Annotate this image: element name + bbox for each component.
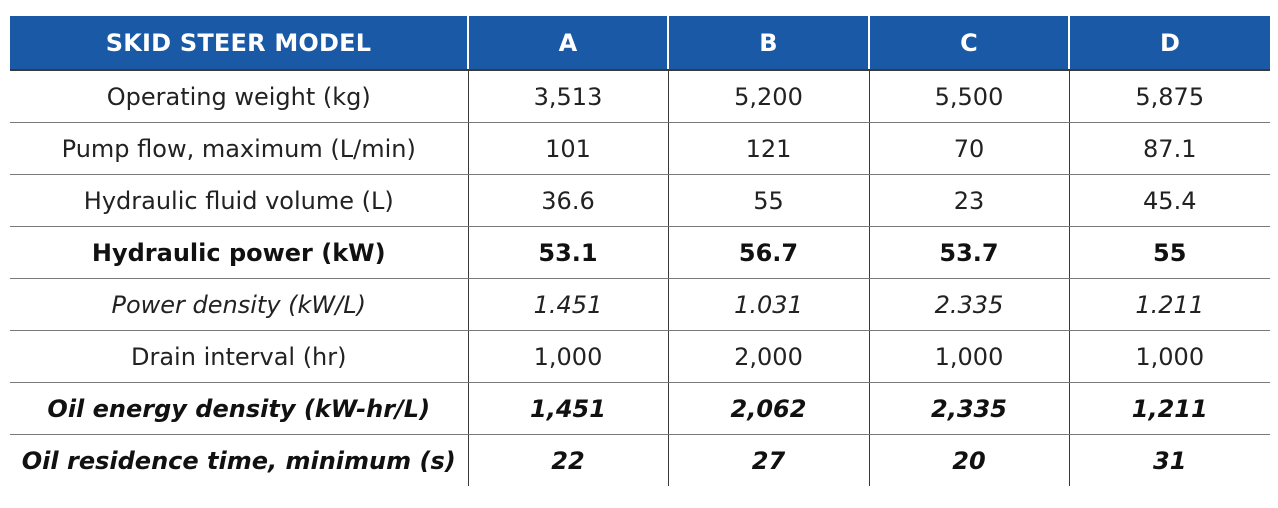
table-cell: 56.7 [667, 226, 869, 279]
header-b: B [667, 16, 869, 71]
row-label: Pump flow, maximum (L/min) [10, 122, 468, 175]
table-row: Drain interval (hr) 1,000 2,000 1,000 1,… [10, 330, 1270, 383]
table-cell: 2,335 [868, 382, 1069, 435]
table-cell: 20 [868, 434, 1069, 486]
table-cell: 23 [868, 174, 1069, 227]
table-cell: 1.211 [1068, 278, 1270, 331]
table-cell: 3,513 [467, 70, 668, 123]
table-row: Pump flow, maximum (L/min) 101 121 70 87… [10, 122, 1270, 175]
table-cell: 53.1 [467, 226, 668, 279]
table-cell: 2,000 [667, 330, 869, 383]
row-label: Drain interval (hr) [10, 330, 468, 383]
table-cell: 36.6 [467, 174, 668, 227]
table-cell: 1,000 [467, 330, 668, 383]
table-cell: 53.7 [868, 226, 1069, 279]
table-row: Hydraulic fluid volume (L) 36.6 55 23 45… [10, 174, 1270, 227]
table-cell: 5,500 [868, 70, 1069, 123]
table-cell: 1,211 [1068, 382, 1270, 435]
table-cell: 55 [667, 174, 869, 227]
table-cell: 22 [467, 434, 668, 486]
table-cell: 5,875 [1068, 70, 1270, 123]
table-row: Operating weight (kg) 3,513 5,200 5,500 … [10, 70, 1270, 123]
table-row: Power density (kW/L) 1.451 1.031 2.335 1… [10, 278, 1270, 331]
header-c: C [868, 16, 1069, 71]
table-row: Oil energy density (kW-hr/L) 1,451 2,062… [10, 382, 1270, 435]
spec-table-container: SKID STEER MODEL A B C D Operating weigh… [10, 16, 1270, 486]
table-cell: 101 [467, 122, 668, 175]
table-cell: 45.4 [1068, 174, 1270, 227]
row-label: Power density (kW/L) [10, 278, 468, 331]
row-label: Hydraulic fluid volume (L) [10, 174, 468, 227]
table-cell: 2,062 [667, 382, 869, 435]
table-row: Hydraulic power (kW) 53.1 56.7 53.7 55 [10, 226, 1270, 279]
row-label: Hydraulic power (kW) [10, 226, 468, 279]
table-cell: 1,000 [868, 330, 1069, 383]
row-label: Oil energy density (kW-hr/L) [10, 382, 468, 435]
table-cell: 31 [1068, 434, 1270, 486]
table-cell: 1,000 [1068, 330, 1270, 383]
row-label: Operating weight (kg) [10, 70, 468, 123]
table-cell: 5,200 [667, 70, 869, 123]
skid-steer-spec-table: SKID STEER MODEL A B C D Operating weigh… [10, 16, 1270, 486]
header-model: SKID STEER MODEL [10, 16, 468, 71]
table-cell: 1.031 [667, 278, 869, 331]
table-row: Oil residence time, minimum (s) 22 27 20… [10, 434, 1270, 486]
table-cell: 1.451 [467, 278, 668, 331]
table-header-row: SKID STEER MODEL A B C D [10, 16, 1270, 71]
header-a: A [467, 16, 668, 71]
table-cell: 55 [1068, 226, 1270, 279]
table-cell: 27 [667, 434, 869, 486]
table-cell: 121 [667, 122, 869, 175]
table-cell: 87.1 [1068, 122, 1270, 175]
table-cell: 1,451 [467, 382, 668, 435]
table-cell: 70 [868, 122, 1069, 175]
row-label: Oil residence time, minimum (s) [21, 446, 456, 475]
header-d: D [1068, 16, 1270, 71]
table-cell: 2.335 [868, 278, 1069, 331]
